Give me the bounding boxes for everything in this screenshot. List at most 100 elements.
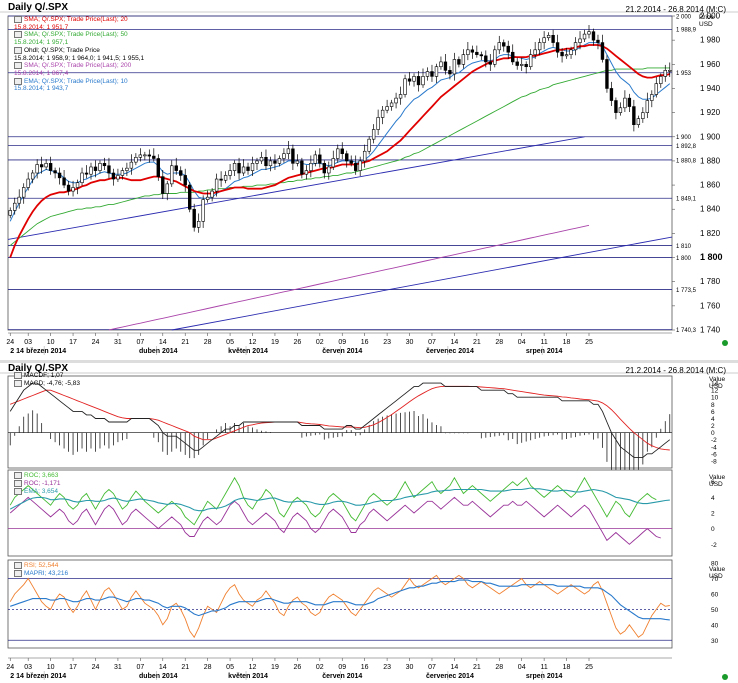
roc-unit-currency: USD xyxy=(709,481,723,488)
candle-down xyxy=(627,97,632,107)
legend-swatch-icon xyxy=(14,46,22,54)
candle-down xyxy=(524,64,528,68)
horizontal-level-label: 2 000 xyxy=(676,14,692,20)
candle-down xyxy=(506,45,510,53)
price-legend-item[interactable]: EMA; Q/.SPX; Trade Price(Last); 10 xyxy=(14,77,144,86)
price-xaxis-tick-label: 07 xyxy=(428,339,436,346)
price-xaxis-tick-label: 14 xyxy=(451,339,459,346)
candle-up xyxy=(425,71,430,77)
price-plot-area xyxy=(7,15,673,331)
candle-up xyxy=(282,153,286,159)
candle-up xyxy=(582,33,587,40)
candle-up xyxy=(143,154,147,157)
legend-swatch-icon xyxy=(14,62,22,70)
candle-up xyxy=(371,129,376,140)
horizontal-level-label: 1 849,1 xyxy=(676,197,697,203)
candle-up xyxy=(520,64,524,66)
price-tick-label: 1 860 xyxy=(700,181,721,190)
candle-up xyxy=(8,210,12,216)
price-legend-item[interactable]: SMA; Q/.SPX; Trade Price(Last); 50 xyxy=(14,31,144,39)
macd-unit-label: Value xyxy=(709,376,726,383)
bottom-xaxis-tick-label: 07 xyxy=(428,664,436,671)
candle-up xyxy=(26,178,30,188)
price-legend-item[interactable]: 15.8.2014; 1 943,7 xyxy=(14,85,144,93)
roc-legend-item[interactable]: ROC; 3,663 xyxy=(14,472,61,480)
price-xaxis-tick-label: 12 xyxy=(249,339,257,346)
candle-up xyxy=(277,158,282,164)
macd-tick-label: 0 xyxy=(711,430,715,437)
candle-up xyxy=(80,172,84,183)
candle-down xyxy=(53,170,57,174)
price-legend[interactable]: SMA; Q/.SPX; Trade Price(Last); 20 15.8.2… xyxy=(14,16,144,93)
legend-swatch-icon xyxy=(14,569,22,577)
roc-legend[interactable]: ROC; 3,663 ROC; -1,171 EMA; 3,654 xyxy=(14,472,61,495)
candle-down xyxy=(300,160,304,175)
horizontal-level-label: 1 773,5 xyxy=(676,288,697,294)
price-xaxis-tick-label: 17 xyxy=(69,339,77,346)
status-dot-icon xyxy=(722,674,728,680)
rsi-unit: Value USD xyxy=(709,566,725,580)
price-xaxis-tick-label: 16 xyxy=(361,339,369,346)
candle-up xyxy=(434,66,439,77)
rsi-legend-item[interactable]: RSI; 52,544 xyxy=(14,562,68,570)
price-legend-text: 15.8.2014; 1 958,9; 1 964,0; 1 941,5; 1 … xyxy=(14,54,145,62)
candle-up xyxy=(668,70,672,72)
candle-up xyxy=(618,107,623,113)
candle-up xyxy=(412,76,416,82)
price-xaxis-month-label: 2 14 xyxy=(10,348,24,355)
price-legend-item[interactable]: SMA; Q/.SPX; Trade Price(Last); 20 xyxy=(14,16,144,24)
horizontal-level-label: 1 988,9 xyxy=(676,28,697,34)
macd-legend-item[interactable]: MACDF; 1,07 xyxy=(14,372,80,380)
bottom-xaxis-tick-label: 26 xyxy=(293,664,301,671)
candle-up xyxy=(210,190,214,198)
rsi-legend[interactable]: RSI; 52,544 MAPRI; 43,216 xyxy=(14,562,68,578)
bottom-xaxis-tick-label: 12 xyxy=(249,664,257,671)
price-legend-item[interactable]: 15.8.2014; 1 958,9; 1 964,0; 1 941,5; 1 … xyxy=(14,55,144,63)
macd-tick-label: 10 xyxy=(711,395,719,402)
roc-legend-item[interactable]: ROC; -1,171 xyxy=(14,479,61,488)
candle-down xyxy=(156,158,160,177)
price-legend-item[interactable]: 15.8.2014; 1 867,4 xyxy=(14,70,144,78)
candle-down xyxy=(443,61,448,71)
candle-up xyxy=(398,94,403,99)
legend-swatch-icon xyxy=(14,372,22,379)
candle-up xyxy=(466,49,470,55)
candle-down xyxy=(273,160,277,164)
candle-up xyxy=(327,166,331,174)
roc-unit-label: Value xyxy=(709,474,726,481)
roc-legend-text: EMA; 3,654 xyxy=(24,487,58,495)
candle-up xyxy=(376,117,380,130)
candle-up xyxy=(380,109,385,118)
price-legend-text: EMA; Q/.SPX; Trade Price(Last); 10 xyxy=(24,77,128,85)
macd-tick-label: 4 xyxy=(711,416,715,423)
candle-up xyxy=(129,161,134,169)
roc-ema-line xyxy=(9,487,670,512)
bottom-xaxis-tick-label: 21 xyxy=(473,664,481,671)
price-xaxis-month-label: červen 2014 xyxy=(322,348,362,355)
price-legend-item[interactable]: SMA; Q/.SPX; Trade Price(Last); 200 xyxy=(14,62,144,70)
rsi-tick-label: 60 xyxy=(711,591,719,598)
price-tick-label: 1 820 xyxy=(700,229,721,238)
candle-up xyxy=(362,150,367,162)
candle-up xyxy=(659,76,663,84)
roc-plot-area xyxy=(7,469,673,557)
price-legend-item[interactable]: 15.8.2014; 1 957,1 xyxy=(14,39,144,47)
macd-legend[interactable]: MACDF; 1,07 MACD; -4,76; -5,83 xyxy=(14,372,80,388)
candle-up xyxy=(125,167,129,171)
horizontal-level-label: 1 880,8 xyxy=(676,158,697,164)
rsi-ma-line xyxy=(10,579,670,621)
roc-tick-label: 2 xyxy=(711,511,715,518)
candle-down xyxy=(318,154,322,164)
candle-down xyxy=(246,166,250,171)
candle-up xyxy=(650,94,654,101)
candle-up xyxy=(331,158,335,168)
bottom-xaxis-tick-label: 05 xyxy=(226,664,234,671)
rsi-legend-item[interactable]: MAPRI; 43,216 xyxy=(14,569,68,578)
candle-down xyxy=(237,163,241,174)
macd-legend-item[interactable]: MACD; -4,76; -5,83 xyxy=(14,379,80,388)
bottom-xaxis-tick-label: 19 xyxy=(271,664,279,671)
candle-up xyxy=(17,196,21,204)
roc-legend-item[interactable]: EMA; 3,654 xyxy=(14,487,61,496)
price-legend-item[interactable]: 15.8.2014; 1 951,7 xyxy=(14,24,144,32)
price-legend-item[interactable]: Ohdl; Q/.SPX; Trade Price xyxy=(14,46,144,55)
